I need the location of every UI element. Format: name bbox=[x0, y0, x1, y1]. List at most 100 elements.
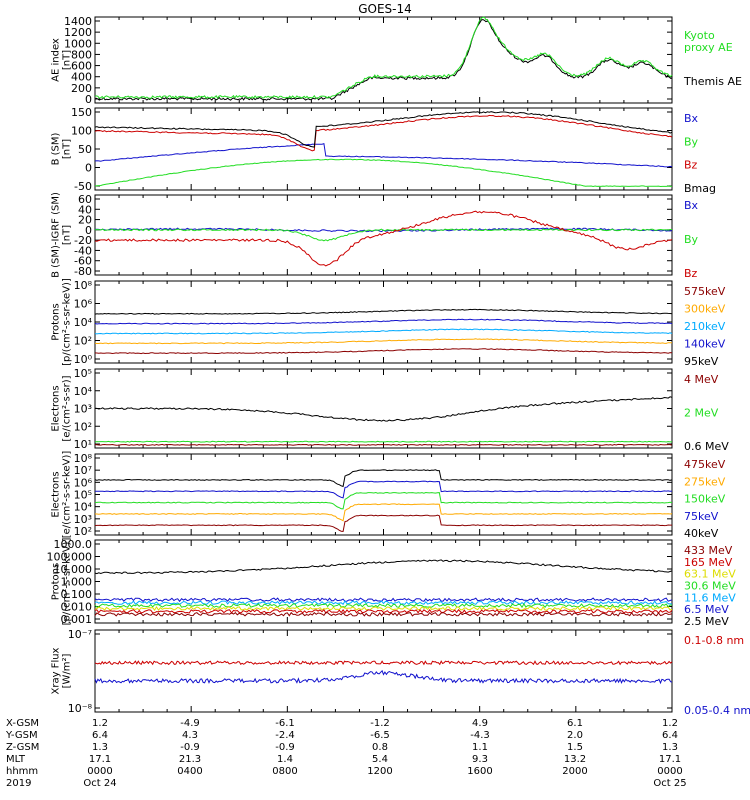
y-axis-label-line: AE index bbox=[51, 38, 62, 82]
y-tick-label: 0 bbox=[85, 224, 92, 237]
footer-value: 17.1 bbox=[89, 754, 111, 765]
legend-entry: 30.6 MeV bbox=[684, 580, 736, 593]
y-axis-label-line: [p/(cm²-s-sr-keV)] bbox=[62, 538, 73, 626]
trace-0.6mev bbox=[94, 396, 673, 422]
y-tick-label: 1400 bbox=[64, 15, 92, 28]
trace-dbz bbox=[94, 210, 673, 267]
y-tick-label: -60 bbox=[74, 255, 92, 268]
legend-entry: 2 MeV bbox=[684, 407, 719, 420]
legend-entry: Kyoto bbox=[684, 29, 715, 42]
y-tick-label: 10⁸ bbox=[74, 452, 93, 465]
y-tick-label: 50 bbox=[78, 143, 92, 156]
y-axis-label-electrons1: Electrons [e/(cm²-s-sr)] bbox=[51, 375, 73, 441]
footer-value: 0400 bbox=[177, 766, 202, 777]
footer-value: 5.4 bbox=[372, 754, 388, 765]
y-axis-label-line: Protons bbox=[51, 563, 62, 600]
trace-themis-ae bbox=[94, 19, 673, 101]
footer-value: 1.2 bbox=[662, 718, 678, 729]
trace-2.5mev bbox=[94, 559, 673, 575]
y-tick-label: 10⁻⁸ bbox=[68, 702, 93, 715]
trace-bx bbox=[94, 142, 673, 168]
y-axis-label-line: B (SM) bbox=[51, 132, 62, 165]
footer-value: Oct 24 bbox=[83, 778, 116, 789]
y-tick-label: 150 bbox=[71, 106, 92, 119]
y-tick-label: 100 bbox=[71, 125, 92, 138]
y-tick-label: 600 bbox=[71, 60, 92, 73]
trace-140kev bbox=[94, 318, 673, 325]
legend-entry: 95keV bbox=[684, 355, 719, 368]
legend-entry: 0.05-0.4 nm bbox=[684, 704, 750, 717]
footer-value: 6.4 bbox=[92, 730, 108, 741]
footer-value: 1.5 bbox=[567, 742, 583, 753]
footer-value: -6.5 bbox=[370, 730, 390, 741]
y-tick-label: 800 bbox=[71, 48, 92, 61]
panel-frame-ae bbox=[94, 16, 673, 104]
y-axis-label-line: Electrons bbox=[51, 471, 62, 517]
footer-label: MLT bbox=[6, 754, 26, 765]
y-tick-label: 1200 bbox=[64, 26, 92, 39]
legend-entry: 210keV bbox=[684, 320, 726, 333]
y-tick-label: 10⁴ bbox=[74, 501, 93, 514]
footer-label: X-GSM bbox=[6, 718, 39, 729]
footer-value: 4.3 bbox=[182, 730, 198, 741]
panel-frame-bigrf bbox=[94, 194, 673, 276]
trace-95kev bbox=[94, 308, 673, 315]
y-axis-label-ae: AE index [nT] bbox=[51, 38, 73, 82]
y-tick-label: 20 bbox=[78, 214, 92, 227]
y-tick-label: 10² bbox=[74, 525, 92, 538]
y-axis-label-protons1: Protons [p/(cm²-s-sr-keV)] bbox=[51, 278, 73, 366]
legend-entry: 140keV bbox=[684, 338, 726, 351]
y-tick-label: -80 bbox=[74, 265, 92, 278]
y-tick-label: 100.000 bbox=[47, 551, 93, 564]
trace-275kev bbox=[94, 503, 673, 522]
y-tick-label: 0 bbox=[85, 162, 92, 175]
trace-63.1mev bbox=[94, 605, 673, 611]
footer-value: 1.2 bbox=[92, 718, 108, 729]
y-axis-label-line: [e/(cm²-s-sr)] bbox=[62, 375, 73, 441]
legend-entry: 4 MeV bbox=[684, 373, 719, 386]
legend-entry: 575keV bbox=[684, 285, 726, 298]
y-axis-label-line: Protons bbox=[51, 303, 62, 340]
footer-value: 0000 bbox=[657, 766, 682, 777]
footer-value: 13.2 bbox=[564, 754, 586, 765]
footer-value: 1.3 bbox=[662, 742, 678, 753]
y-tick-label: 0.100 bbox=[61, 588, 93, 601]
y-tick-label: 10³ bbox=[74, 513, 92, 526]
panel-frame-bsm bbox=[94, 107, 673, 191]
footer-value: 2000 bbox=[562, 766, 587, 777]
panel-frame-electrons2 bbox=[94, 453, 673, 536]
footer-value: Oct 25 bbox=[653, 778, 686, 789]
y-tick-label: 0 bbox=[85, 93, 92, 106]
footer-value: 2.0 bbox=[567, 730, 583, 741]
footer-value: 1600 bbox=[467, 766, 492, 777]
footer-value: 1200 bbox=[367, 766, 392, 777]
trace-6.5mev bbox=[94, 597, 673, 603]
trace-bz bbox=[94, 114, 673, 152]
y-axis-label-line: [p/(cm²-s-sr-keV)] bbox=[62, 278, 73, 366]
footer-value: -1.2 bbox=[370, 718, 390, 729]
y-axis-label-protons2: Protons [p/(cm²-s-sr-keV)] bbox=[51, 538, 73, 626]
trace-dby bbox=[94, 228, 672, 242]
footer-value: -4.9 bbox=[180, 718, 200, 729]
trace-575kev bbox=[94, 348, 673, 355]
footer-label: Y-GSM bbox=[5, 730, 38, 741]
trace-4mev bbox=[94, 443, 673, 446]
y-tick-label: -20 bbox=[74, 234, 92, 247]
trace-2mev bbox=[94, 440, 673, 443]
legend-entry: Bz bbox=[684, 159, 698, 172]
chart-title: GOES-14 bbox=[358, 2, 412, 16]
footer-value: 4.9 bbox=[472, 718, 488, 729]
y-tick-label: 10² bbox=[74, 335, 92, 348]
trace-300kev bbox=[94, 338, 673, 345]
y-tick-label: 60 bbox=[78, 193, 92, 206]
y-axis-label-line: Xray Flux bbox=[51, 647, 62, 694]
footer-label: 2019 bbox=[6, 778, 31, 789]
trace-475kev bbox=[94, 514, 672, 532]
y-tick-label: 0.001 bbox=[61, 613, 93, 626]
footer-value: 9.3 bbox=[472, 754, 488, 765]
legend-entry: Themis AE bbox=[683, 75, 742, 88]
y-axis-label-bigrf: B (SM)-IGRF (SM) [nT] bbox=[51, 192, 73, 278]
legend-entry: 2.5 MeV bbox=[684, 615, 729, 628]
legend-entry: 0.6 MeV bbox=[684, 440, 729, 453]
y-axis-label-line: [nT] bbox=[62, 50, 73, 70]
